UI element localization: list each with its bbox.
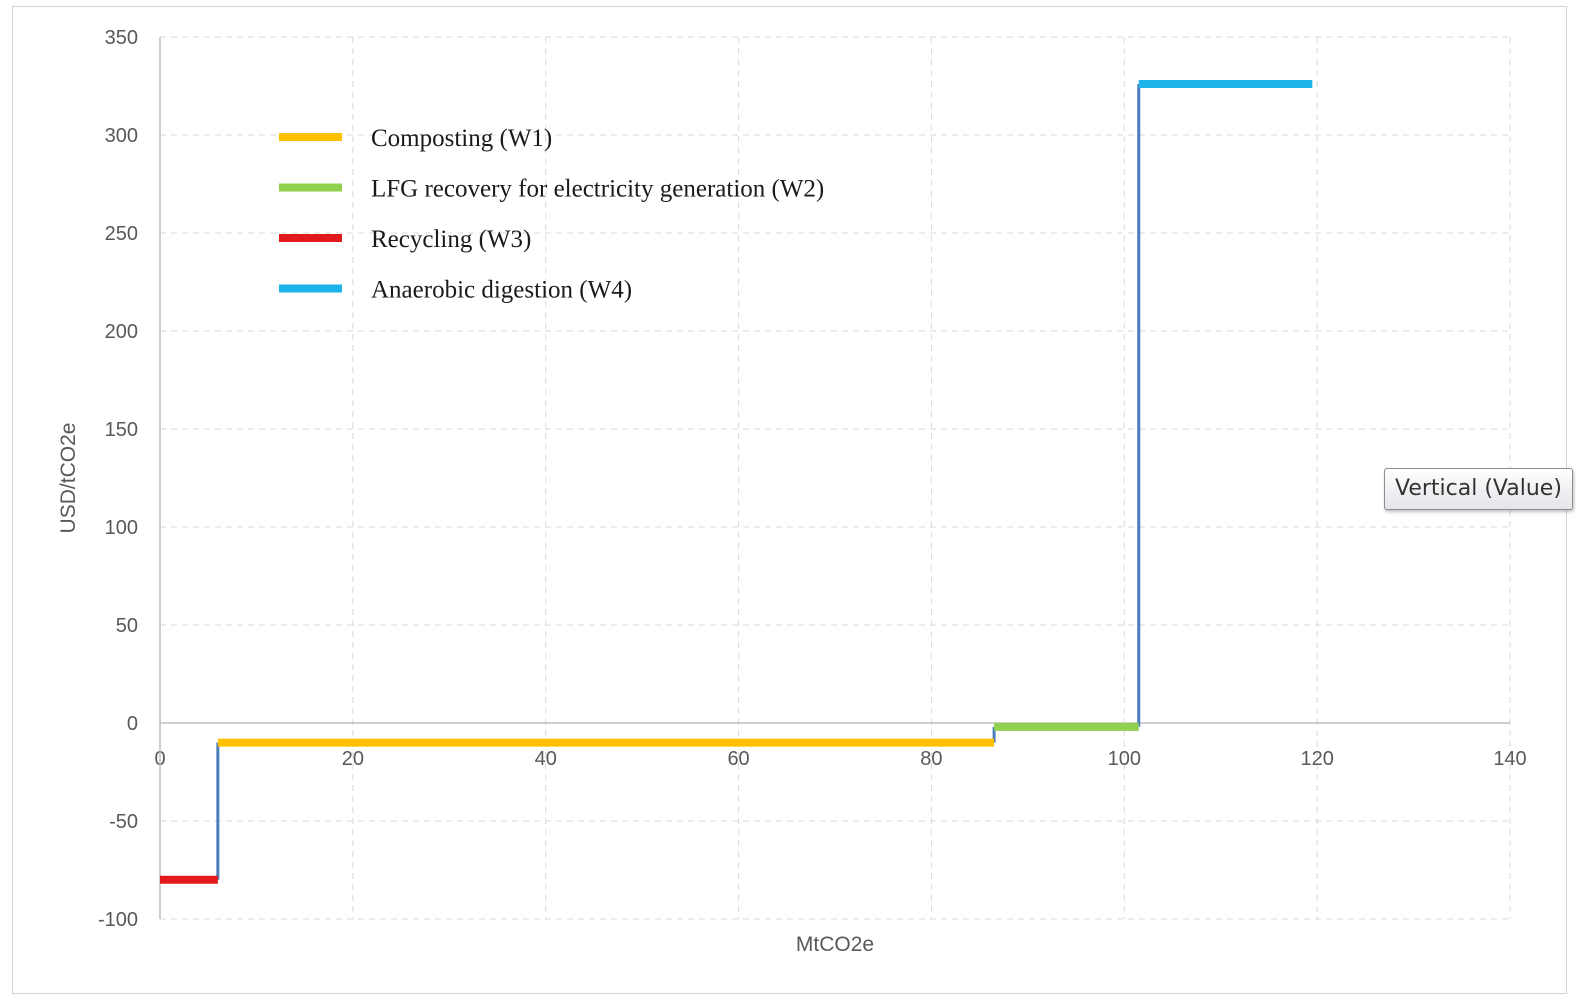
y-tick-label: 0 [127,713,138,735]
grid-lines [160,36,1511,920]
legend-label: Composting (W1) [371,125,552,152]
x-tick-label: 20 [342,748,364,770]
x-tick-label: 60 [727,748,749,770]
data-series[interactable] [160,80,1313,884]
x-tick-label: 80 [920,748,942,770]
y-tick-label: -50 [109,811,138,833]
y-tick-label: 350 [105,27,138,49]
y-tick-label: 100 [105,517,138,539]
y-tick-label: 150 [105,419,138,441]
y-tick-label: 50 [116,615,138,637]
x-tick-label: 120 [1300,748,1333,770]
y-axis-title: USD/tCO2e [57,423,80,534]
y-tick-label: 200 [105,321,138,343]
axes: 350300250200150100500-50-100020406080100… [98,27,1527,931]
x-tick-label: 100 [1108,748,1141,770]
legend-label: Recycling (W3) [371,226,531,253]
legend-label: Anaerobic digestion (W4) [371,277,632,304]
x-tick-label: 140 [1493,748,1526,770]
legend[interactable]: Composting (W1) LFG recovery for electric… [279,125,824,304]
chart-frame: 350300250200150100500-50-100020406080100… [12,6,1567,994]
y-tick-label: 300 [105,125,138,147]
x-tick-label: 40 [535,748,557,770]
y-tick-label: 250 [105,223,138,245]
x-axis-title: MtCO2e [796,933,874,956]
legend-label: LFG recovery for electricity generation … [371,176,824,203]
abatement-cost-chart[interactable]: 350300250200150100500-50-100020406080100… [13,7,1568,995]
axis-tooltip: Vertical (Value) [1384,468,1573,510]
y-tick-label: -100 [98,909,138,931]
